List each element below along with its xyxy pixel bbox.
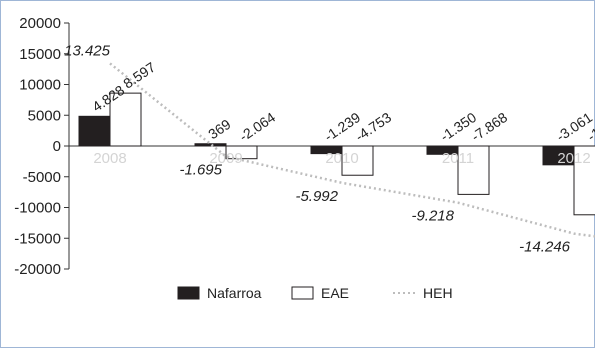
heh-value-label: -1.695 (179, 161, 222, 178)
legend-label-nafarroa: Nafarroa (207, 285, 262, 301)
heh-value-label: -5.992 (295, 188, 338, 205)
y-tick-label: -20000 (14, 261, 61, 278)
bar-eae (573, 145, 595, 216)
heh-value-label: 13.425 (64, 42, 111, 59)
y-tick-label: 15000 (19, 46, 61, 63)
bar-nafarroa (194, 143, 227, 147)
bar-value-label-eae: -2.064 (236, 109, 278, 145)
x-category-label: 2009 (209, 150, 242, 167)
legend-label-heh: HEH (423, 285, 453, 301)
bar-value-label-eae: -7.868 (468, 109, 510, 145)
x-category-label: 2011 (442, 150, 474, 167)
y-tick-label: -10000 (14, 200, 61, 217)
bar-value-label-eae: 8.597 (120, 59, 158, 92)
bar-eae (457, 145, 490, 195)
x-category-label: 2010 (325, 150, 358, 167)
bar-eae (341, 145, 374, 176)
y-tick-label: 20000 (19, 15, 61, 32)
y-tick-label: -15000 (14, 230, 61, 247)
x-category-label: 2008 (93, 150, 126, 167)
bar-value-label-nafarroa: 369 (205, 116, 233, 142)
y-tick-label: 5000 (28, 107, 61, 124)
heh-value-label: -14.246 (519, 239, 571, 256)
y-tick-label: 0 (53, 138, 61, 155)
y-tick-label: 10000 (19, 77, 61, 94)
bar-eae (225, 145, 258, 160)
legend-swatch-eae (291, 286, 314, 300)
legend-swatch-nafarroa (177, 286, 200, 300)
bar-nafarroa (78, 115, 111, 147)
heh-value-label: -9.218 (411, 208, 454, 225)
line-heh (109, 62, 595, 238)
y-tick-label: -5000 (23, 169, 61, 186)
x-category-label: 2012 (557, 150, 590, 167)
bar-eae (109, 92, 142, 147)
bar-value-label-eae: -4.753 (352, 109, 394, 145)
legend-label-eae: EAE (321, 285, 349, 301)
